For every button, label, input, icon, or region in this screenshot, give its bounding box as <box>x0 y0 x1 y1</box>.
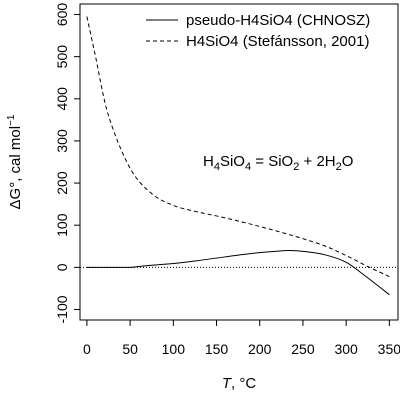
x-tick-label: 0 <box>83 341 91 357</box>
y-tick-label: 400 <box>54 87 70 111</box>
y-tick-label: 500 <box>54 45 70 69</box>
legend: pseudo-H4SiO4 (CHNOSZ) H4SiO4 (Stefánsso… <box>146 12 370 50</box>
y-tick-label: 600 <box>54 3 70 27</box>
x-axis: 0 50 100 150 200 250 300 350 <box>83 320 400 357</box>
y-tick-label: -100 <box>54 295 70 323</box>
y-tick-label: 200 <box>54 171 70 195</box>
x-tick-label: 350 <box>378 341 400 357</box>
y-tick-label: 300 <box>54 129 70 153</box>
x-tick-label: 150 <box>205 341 229 357</box>
legend-label-series-2: H4SiO4 (Stefánsson, 2001) <box>186 33 369 50</box>
series-line-chnosz <box>86 249 390 296</box>
x-tick-label: 200 <box>248 341 272 357</box>
x-tick-label: 250 <box>291 341 315 357</box>
x-tick-label: 50 <box>122 341 138 357</box>
x-tick-label: 100 <box>162 341 186 357</box>
legend-label-series-1: pseudo-H4SiO4 (CHNOSZ) <box>186 12 370 29</box>
series-layer <box>86 16 390 296</box>
x-tick-label: 300 <box>334 341 358 357</box>
y-tick-label: 100 <box>54 213 70 237</box>
y-axis-label: ΔG°, cal mol−1 <box>6 114 24 209</box>
plot-frame <box>79 3 399 321</box>
series-line-stefansson <box>86 16 390 278</box>
reaction-annotation: H4SiO4 = SiO2 + 2H2O <box>203 153 353 173</box>
y-axis: -100 0 100 200 300 400 500 600 <box>54 3 80 323</box>
x-axis-label: T, °C <box>222 375 257 392</box>
y-tick-label: 0 <box>54 263 70 271</box>
